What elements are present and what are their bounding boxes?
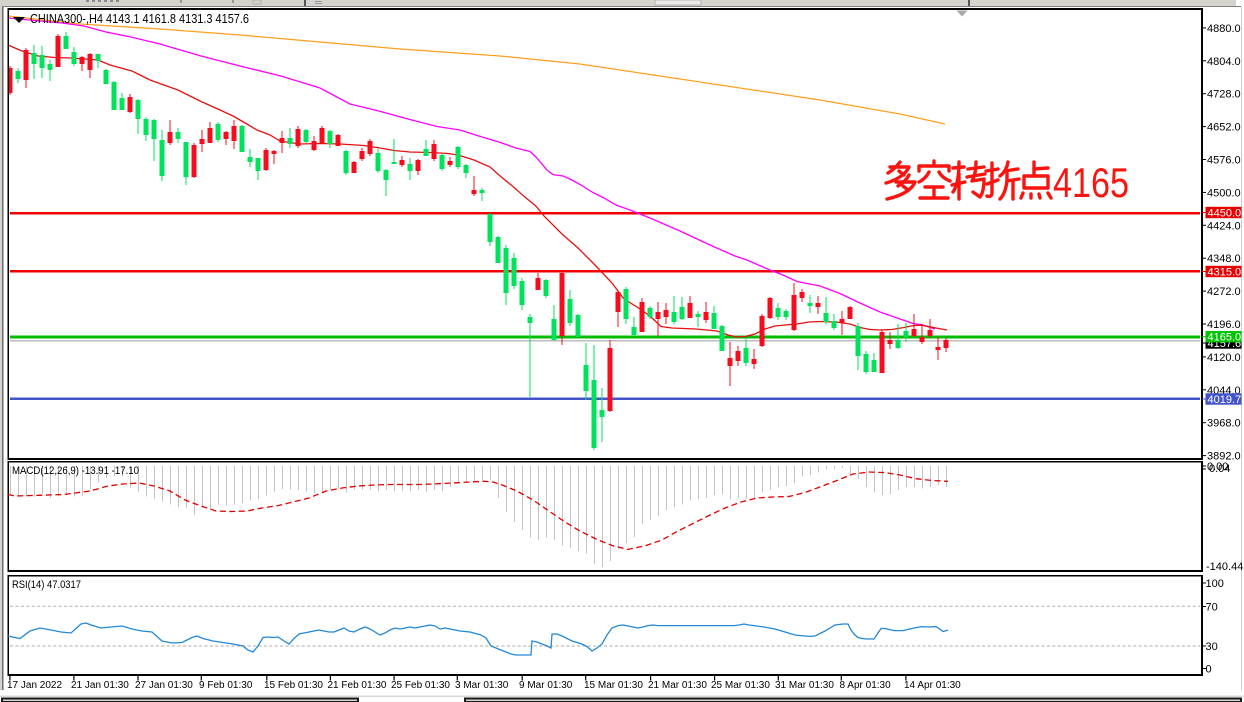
svg-text:4120.0: 4120.0	[1207, 352, 1241, 364]
svg-text:21 Jan 01:30: 21 Jan 01:30	[71, 680, 129, 691]
svg-text:0.00: 0.00	[1207, 461, 1228, 473]
svg-text:8 Apr 01:30: 8 Apr 01:30	[840, 680, 892, 691]
svg-text:4019.7: 4019.7	[1208, 394, 1242, 406]
svg-text:15 Mar 01:30: 15 Mar 01:30	[584, 680, 643, 691]
svg-text:4424.0: 4424.0	[1207, 220, 1241, 232]
svg-text:4804.0: 4804.0	[1207, 56, 1241, 68]
svg-text:MACD(12,26,9) -13.91 -17.10: MACD(12,26,9) -13.91 -17.10	[12, 465, 139, 477]
svg-text:CHINA300-,H4 4143.1 4161.8 41: CHINA300-,H4 4143.1 4161.8 4131.3 4157.6	[30, 12, 249, 26]
svg-text:27 Jan 01:30: 27 Jan 01:30	[135, 680, 193, 691]
svg-text:-140.44: -140.44	[1206, 561, 1243, 573]
svg-text:9 Mar 01:30: 9 Mar 01:30	[519, 680, 573, 691]
svg-text:RSI(14) 47.0317: RSI(14) 47.0317	[12, 579, 81, 591]
svg-text:3 Mar 01:30: 3 Mar 01:30	[455, 680, 509, 691]
svg-text:4165: 4165	[1053, 159, 1129, 206]
svg-text:21 Feb 01:30: 21 Feb 01:30	[328, 680, 387, 691]
svg-text:21 Mar 01:30: 21 Mar 01:30	[648, 680, 707, 691]
svg-text:4450.0: 4450.0	[1208, 208, 1242, 220]
svg-text:9 Feb 01:30: 9 Feb 01:30	[199, 680, 253, 691]
svg-text:4880.0: 4880.0	[1207, 23, 1241, 35]
svg-text:0: 0	[1206, 664, 1212, 676]
svg-text:30: 30	[1206, 641, 1218, 653]
svg-text:4196.0: 4196.0	[1207, 319, 1241, 331]
svg-text:3892.0: 3892.0	[1207, 451, 1241, 463]
svg-text:4728.0: 4728.0	[1207, 89, 1241, 101]
svg-text:4165.0: 4165.0	[1208, 332, 1242, 344]
svg-text:25 Feb 01:30: 25 Feb 01:30	[391, 680, 450, 691]
svg-text:31 Mar 01:30: 31 Mar 01:30	[775, 680, 834, 691]
svg-text:14 Apr 01:30: 14 Apr 01:30	[904, 680, 961, 691]
svg-text:4576.0: 4576.0	[1207, 155, 1241, 167]
svg-text:4315.0: 4315.0	[1208, 267, 1242, 279]
svg-text:17 Jan 2022: 17 Jan 2022	[7, 680, 62, 691]
svg-text:100: 100	[1206, 578, 1224, 590]
svg-text:25 Mar 01:30: 25 Mar 01:30	[711, 680, 770, 691]
svg-text:3968.0: 3968.0	[1207, 418, 1241, 430]
svg-text:4500.0: 4500.0	[1207, 187, 1241, 199]
svg-text:70: 70	[1206, 602, 1218, 614]
svg-text:4348.0: 4348.0	[1207, 253, 1241, 265]
svg-text:4272.0: 4272.0	[1207, 286, 1241, 298]
svg-text:15 Feb 01:30: 15 Feb 01:30	[264, 680, 323, 691]
svg-text:4652.0: 4652.0	[1207, 122, 1241, 134]
svg-text:0.04: 0.04	[1209, 463, 1230, 475]
